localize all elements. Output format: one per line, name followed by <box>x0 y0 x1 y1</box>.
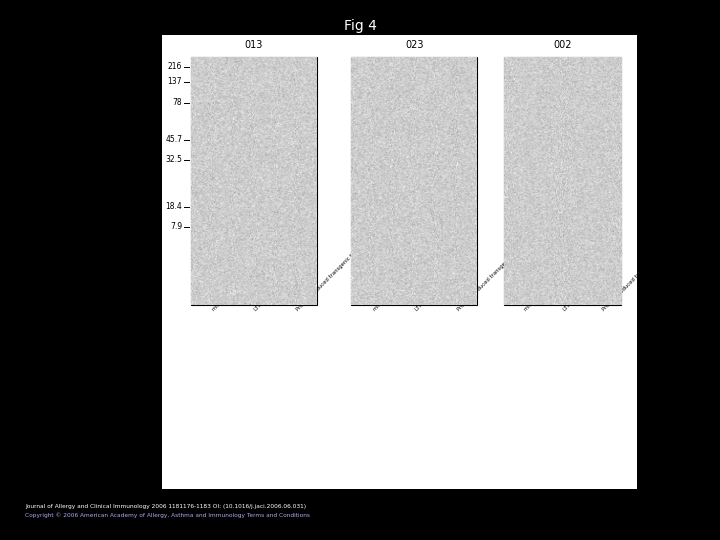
Ellipse shape <box>405 102 427 121</box>
Bar <box>504 57 621 305</box>
Text: Profilin—reduced transgenic tomato: Profilin—reduced transgenic tomato <box>602 241 672 313</box>
Ellipse shape <box>378 222 392 232</box>
Bar <box>351 57 477 305</box>
Text: Profilin—reduced transgenic tomato: Profilin—reduced transgenic tomato <box>296 241 366 313</box>
Text: 45.7: 45.7 <box>165 136 182 144</box>
Bar <box>191 57 317 305</box>
Ellipse shape <box>549 132 570 150</box>
Text: microtom wildtype tomato: microtom wildtype tomato <box>372 259 426 313</box>
Ellipse shape <box>240 224 256 235</box>
Text: microtom wildtype tomato: microtom wildtype tomato <box>523 259 577 313</box>
Text: LTP-reduced transgenic tomato: LTP-reduced transgenic tomato <box>563 251 624 313</box>
Ellipse shape <box>531 207 585 241</box>
Text: 216: 216 <box>168 62 182 71</box>
Text: LTP-reduced transgenic tomato: LTP-reduced transgenic tomato <box>253 251 315 313</box>
Ellipse shape <box>359 222 375 232</box>
Ellipse shape <box>369 136 397 154</box>
Text: 32.5: 32.5 <box>166 156 182 164</box>
Text: microtom wildtype tomato: microtom wildtype tomato <box>212 259 265 313</box>
Ellipse shape <box>361 97 394 125</box>
Text: 013: 013 <box>245 40 263 50</box>
Ellipse shape <box>521 202 599 254</box>
Text: LTP-reduced transgenic tomato: LTP-reduced transgenic tomato <box>415 251 476 313</box>
Text: Journal of Allergy and Clinical Immunology 2006 1181176-1183 OI: (10.1016/j.jaci: Journal of Allergy and Clinical Immunolo… <box>25 504 306 509</box>
Ellipse shape <box>374 220 396 234</box>
Ellipse shape <box>213 218 243 236</box>
Ellipse shape <box>540 212 576 235</box>
Text: 137: 137 <box>168 77 182 86</box>
Ellipse shape <box>366 102 388 121</box>
Ellipse shape <box>356 220 379 234</box>
Text: Copyright © 2006 American Academy of Allergy, Asthma and Immunology Terms and Co: Copyright © 2006 American Academy of All… <box>25 513 310 518</box>
Text: Profilin—reduced transgenic tomato: Profilin—reduced transgenic tomato <box>456 241 527 313</box>
Ellipse shape <box>400 97 432 125</box>
Ellipse shape <box>374 139 392 151</box>
Ellipse shape <box>377 96 415 130</box>
Text: 78: 78 <box>173 98 182 107</box>
Ellipse shape <box>218 221 238 233</box>
Ellipse shape <box>236 221 261 239</box>
Ellipse shape <box>384 102 409 124</box>
Text: 7.9: 7.9 <box>170 222 182 231</box>
Text: 002: 002 <box>554 40 572 50</box>
Text: Fig 4: Fig 4 <box>343 19 377 33</box>
Text: 18.4: 18.4 <box>166 202 182 212</box>
Ellipse shape <box>534 211 586 246</box>
Bar <box>162 35 637 489</box>
Ellipse shape <box>552 135 567 147</box>
Text: 023: 023 <box>405 40 423 50</box>
